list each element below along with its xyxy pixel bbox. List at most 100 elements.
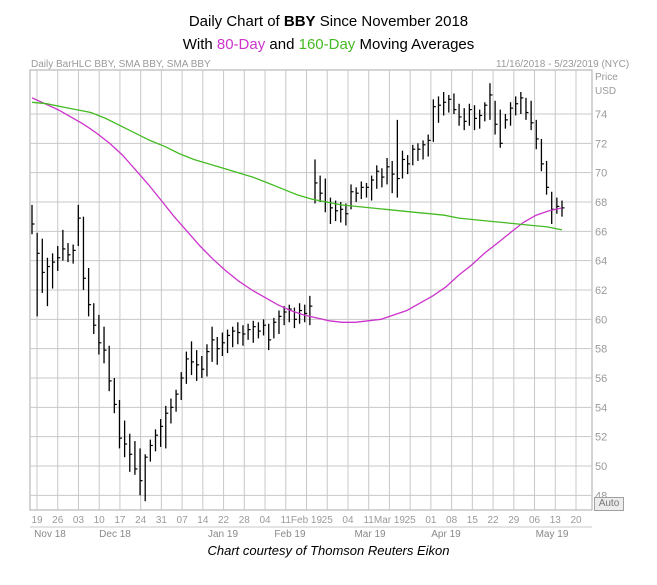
price-bar bbox=[309, 295, 313, 326]
price-bar bbox=[252, 320, 256, 343]
price-bar bbox=[247, 323, 251, 340]
price-bar bbox=[144, 454, 148, 502]
price-bar bbox=[530, 100, 534, 131]
x-tick-label: 24 bbox=[135, 515, 147, 526]
x-tick-label: 31 bbox=[156, 515, 168, 526]
price-bar bbox=[159, 419, 164, 447]
price-bar bbox=[381, 168, 385, 188]
y-tick-label: 68 bbox=[595, 197, 607, 209]
price-bar bbox=[412, 144, 416, 166]
x-tick-label: 28 bbox=[239, 515, 251, 526]
chart-title-line-2: With 80-Day and 160-Day Moving Averages bbox=[0, 36, 657, 53]
price-bar bbox=[278, 310, 282, 334]
x-month-label: May 19 bbox=[536, 529, 569, 540]
price-bar bbox=[268, 323, 272, 351]
sma-80-line bbox=[31, 97, 563, 323]
y-tick-label: 54 bbox=[595, 402, 607, 414]
x-tick-label: 25 bbox=[322, 515, 334, 526]
price-bar bbox=[62, 229, 66, 261]
legend-160-day: 160-Day bbox=[298, 36, 356, 53]
price-bar bbox=[314, 159, 318, 204]
x-tick-label: 10 bbox=[94, 515, 106, 526]
price-bar bbox=[484, 102, 488, 122]
price-bar bbox=[51, 253, 56, 289]
price-bar bbox=[556, 197, 560, 214]
x-tick-label: Mar 19 bbox=[374, 515, 406, 526]
price-bar bbox=[401, 150, 405, 179]
price-bar bbox=[154, 429, 158, 452]
price-bar bbox=[370, 175, 375, 201]
x-month-label: Mar 19 bbox=[354, 529, 386, 540]
price-bar bbox=[201, 356, 205, 378]
x-axis-labels: 19 26 03 10 17 24 31 07 14 22 28 04 11 Feb 19 25 04 11 Ma… bbox=[31, 515, 582, 540]
x-tick-label: Feb 19 bbox=[291, 515, 323, 526]
price-bar bbox=[118, 400, 122, 449]
price-bar bbox=[468, 103, 472, 126]
price-bar bbox=[190, 341, 195, 376]
y-tick-label: 58 bbox=[595, 344, 607, 356]
x-tick-label: 14 bbox=[197, 515, 209, 526]
y-tick-label: 56 bbox=[595, 373, 607, 385]
x-tick-label: 22 bbox=[218, 515, 230, 526]
price-bar bbox=[499, 109, 503, 148]
x-tick-label: 03 bbox=[73, 515, 85, 526]
price-bar bbox=[406, 155, 411, 175]
x-tick-label: 11 bbox=[281, 515, 292, 526]
price-bar bbox=[427, 134, 431, 157]
x-tick-label: 08 bbox=[446, 515, 458, 526]
price-bar bbox=[329, 197, 333, 224]
price-bar bbox=[350, 184, 354, 210]
price-bar bbox=[355, 187, 359, 202]
title-ticker: BBY bbox=[283, 13, 316, 30]
price-bar bbox=[473, 105, 478, 131]
x-tick-label: 15 bbox=[467, 515, 479, 526]
currency-label: USD bbox=[595, 86, 617, 97]
moving-averages bbox=[31, 97, 563, 323]
price-bar bbox=[515, 96, 519, 116]
price-bar bbox=[396, 119, 400, 198]
y-tick-label: 64 bbox=[595, 256, 607, 268]
price-bar bbox=[386, 158, 390, 185]
price-bar bbox=[98, 314, 102, 355]
price-bar bbox=[417, 143, 421, 161]
price-bar bbox=[180, 372, 184, 400]
price-bar bbox=[226, 329, 231, 354]
x-month-label: Nov 18 bbox=[34, 529, 66, 540]
price-bar bbox=[319, 175, 323, 202]
price-bars bbox=[31, 83, 565, 502]
price-bar bbox=[36, 232, 40, 317]
price-bar bbox=[149, 439, 153, 462]
price-bar bbox=[561, 200, 565, 217]
price-bar bbox=[458, 103, 462, 126]
price-bar bbox=[67, 243, 71, 263]
price-bar bbox=[520, 92, 524, 114]
price-bar bbox=[129, 433, 133, 472]
price-bar bbox=[93, 303, 97, 334]
price-bar bbox=[525, 97, 529, 120]
price-bar bbox=[443, 92, 447, 116]
y-tick-label: 66 bbox=[595, 226, 607, 238]
price-bar bbox=[87, 268, 92, 317]
price-bar bbox=[545, 160, 550, 195]
grid bbox=[29, 69, 593, 528]
price-bar bbox=[504, 114, 508, 129]
x-tick-label: 04 bbox=[342, 515, 354, 526]
price-bar bbox=[170, 398, 174, 424]
price-bar bbox=[165, 405, 169, 449]
date-range: 11/16/2018 - 5/23/2019 (NYC) bbox=[496, 59, 630, 70]
price-bar bbox=[113, 378, 117, 414]
price-bar bbox=[262, 319, 267, 336]
price-bar bbox=[211, 326, 215, 362]
x-tick-label: 01 bbox=[425, 515, 437, 526]
price-bar bbox=[242, 325, 246, 346]
auto-scale-button[interactable]: Auto bbox=[594, 497, 624, 511]
price-bar bbox=[453, 93, 457, 114]
y-tick-label: 62 bbox=[595, 285, 607, 297]
x-month-label: Dec 18 bbox=[99, 529, 131, 540]
price-bar bbox=[82, 216, 86, 290]
price-bar bbox=[365, 182, 369, 198]
x-tick-label: 26 bbox=[52, 515, 64, 526]
price-bar bbox=[31, 204, 35, 235]
x-tick-label: 29 bbox=[508, 515, 520, 526]
x-month-label: Feb 19 bbox=[274, 529, 306, 540]
